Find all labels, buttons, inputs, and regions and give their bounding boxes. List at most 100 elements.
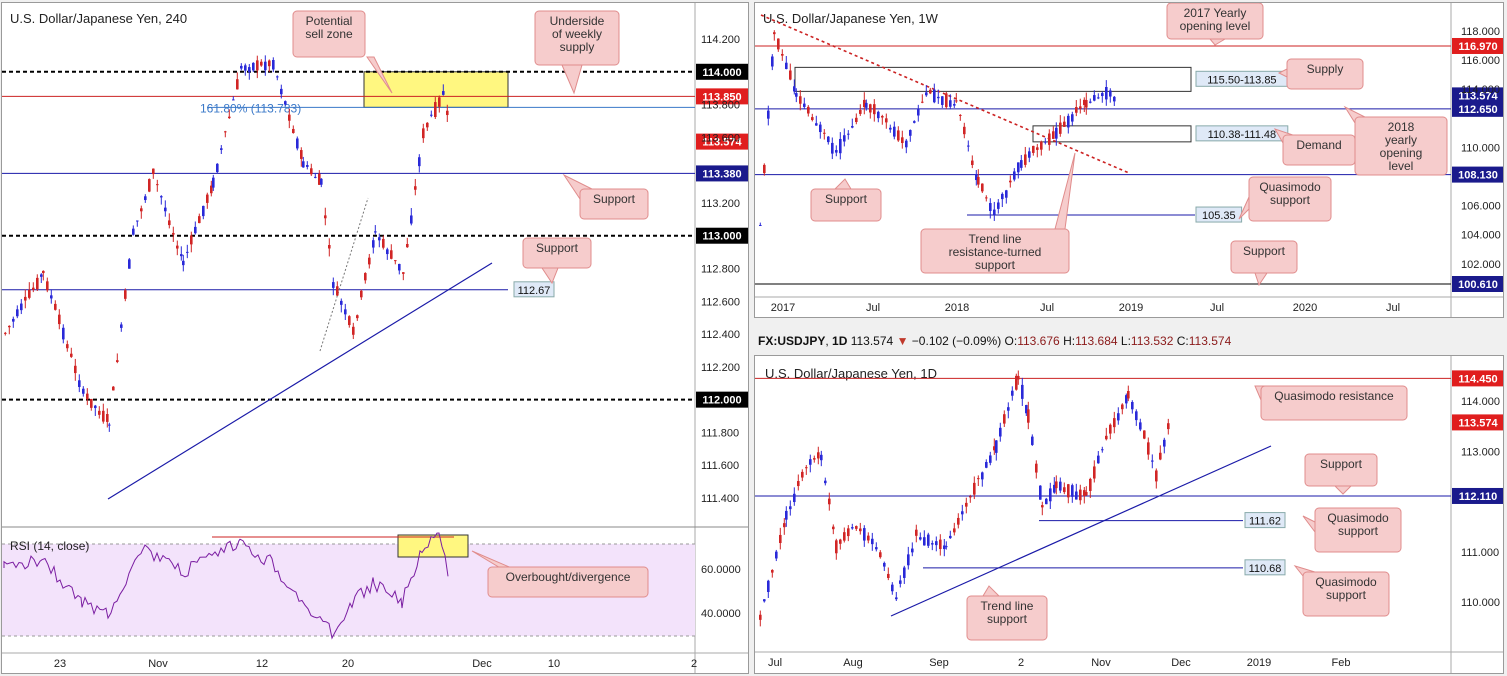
- h4-candle-body: [336, 286, 339, 296]
- rsi-tick-60: 60.0000: [701, 564, 741, 576]
- d-callout-qm-support-2-box: [1302, 571, 1390, 617]
- h4-candle-body: [86, 393, 89, 400]
- d-candle-body: [1075, 491, 1078, 500]
- d-tick-2: 111.000: [1461, 547, 1499, 559]
- daily-chart-panel[interactable]: U.S. Dollar/Japanese Yen, 1D 114.450 113.5…: [754, 355, 1504, 674]
- d-candle-body: [1113, 418, 1116, 428]
- d-callout-qm-support-text: support: [1338, 524, 1379, 538]
- d-candle-body: [999, 427, 1002, 437]
- h4-candle-body: [132, 228, 135, 235]
- h4-candle-body: [46, 281, 49, 291]
- open-label: O:: [1004, 334, 1018, 348]
- w-callout-2017-open-text: 2017 Yearly: [1184, 6, 1247, 20]
- h4-chart-svg[interactable]: U.S. Dollar/Japanese Yen, 240 114.000 113.…: [2, 3, 749, 674]
- w-callout-2017-open-tail: [1208, 38, 1227, 46]
- h4-candle-body: [32, 287, 35, 290]
- w-candle-body: [759, 224, 762, 226]
- weekly-chart-svg[interactable]: U.S. Dollar/Japanese Yen, 1W 116.970 113.5…: [755, 3, 1504, 318]
- h4-candle-body: [328, 245, 331, 249]
- w-candle-body: [777, 38, 780, 50]
- w-candle-body: [955, 100, 958, 102]
- w-callout-trendline-text: support: [975, 258, 1016, 272]
- high-value: 113.684: [1075, 334, 1118, 348]
- h4-chart-panel[interactable]: U.S. Dollar/Japanese Yen, 240 114.000 113.…: [1, 2, 749, 674]
- h4-title: U.S. Dollar/Japanese Yen, 240: [10, 11, 187, 26]
- w-callout-trendline-tail: [1054, 152, 1076, 230]
- h4-candle-body: [42, 270, 45, 274]
- d-candle-body: [1127, 390, 1130, 399]
- h4-level-0-badge-label: 114.000: [702, 67, 741, 79]
- w-zone-tag-1: 110.38-111.48: [1208, 129, 1277, 141]
- h4-candle-body: [398, 263, 401, 271]
- w-candle-body: [963, 126, 966, 135]
- h4-candle-body: [12, 318, 15, 322]
- h4-candle-body: [144, 196, 147, 201]
- w-candle-body: [859, 110, 862, 114]
- h4-candle-body: [382, 238, 385, 248]
- d-candle-body: [1093, 466, 1096, 479]
- daily-chart-svg[interactable]: U.S. Dollar/Japanese Yen, 1D 114.450 113.5…: [755, 356, 1504, 674]
- d-tick-0: 114.000: [1461, 396, 1500, 408]
- h4-candle-body: [74, 365, 77, 374]
- d-callout-trendline-support-text: support: [987, 612, 1028, 626]
- rsi-tick-40: 40.0000: [701, 608, 741, 620]
- h4-candle-body: [352, 326, 355, 335]
- w-level-4-badge-label: 100.610: [1458, 279, 1498, 291]
- d-candle-body: [919, 537, 922, 540]
- d-candle-body: [1079, 489, 1082, 501]
- h4-fib-label: 161.80% (113.783): [200, 101, 301, 115]
- h4-candle-body: [314, 176, 317, 178]
- w-candle-body: [1024, 154, 1027, 165]
- h4-tick-3: 113.200: [701, 198, 740, 210]
- d-candle-body: [899, 580, 902, 584]
- d-candle-body: [1089, 478, 1092, 491]
- d-callout-support-tail: [1333, 485, 1353, 495]
- w-candle-body: [823, 132, 826, 134]
- d-candle-body: [1007, 407, 1010, 411]
- w-candle-body: [1075, 106, 1078, 113]
- h4-callout-sell-zone-text: Potential: [306, 14, 353, 28]
- h4-candle-body: [206, 194, 209, 203]
- d-callout-support-box: [1304, 453, 1378, 487]
- w-callout-2018-open-text: opening: [1380, 146, 1423, 160]
- h4-level-0-badge: [696, 63, 748, 80]
- h4-candle-body: [220, 148, 223, 150]
- d-candle-body: [1003, 414, 1006, 424]
- h4-callout-weekly-supply-tail: [561, 64, 583, 95]
- h4-candle-body: [78, 380, 81, 387]
- w-candle-body: [831, 142, 834, 154]
- h4-candle-body: [364, 273, 367, 281]
- d-trend-line: [890, 445, 1272, 617]
- high-label: H:: [1063, 334, 1076, 348]
- d-callout-support-text: Support: [1320, 457, 1363, 471]
- d-candle-body: [793, 493, 796, 503]
- d-candle-body: [1041, 505, 1044, 508]
- w-candle-body: [1109, 90, 1112, 97]
- w-candle-body: [767, 110, 770, 119]
- weekly-chart-panel[interactable]: U.S. Dollar/Japanese Yen, 1W 116.970 113.5…: [754, 2, 1504, 318]
- w-candle-body: [855, 117, 858, 122]
- symbol-label: FX:USDJPY: [758, 334, 826, 348]
- d-level-tag-box: [1244, 559, 1286, 576]
- d-candle-body: [863, 528, 866, 541]
- w-candle-body: [909, 130, 912, 136]
- d-x-tick-0: Jul: [768, 657, 782, 669]
- d-candle-body: [771, 569, 774, 573]
- w-candle-body: [1036, 147, 1039, 150]
- d-candle-body: [828, 498, 831, 505]
- w-x-tick-1: Jul: [866, 302, 880, 314]
- w-callout-support-tail: [833, 178, 852, 190]
- d-candle-body: [1155, 470, 1158, 482]
- d-candle-body: [783, 523, 786, 528]
- h4-callout-sell-zone-box: [292, 10, 366, 58]
- w-candle-body: [851, 126, 854, 128]
- d-candle-body: [949, 535, 952, 539]
- w-candle-body: [1044, 141, 1047, 143]
- w-supply-zone: [794, 66, 1192, 92]
- d-candle-body: [935, 541, 938, 546]
- rsi-line: [3, 532, 449, 640]
- w-candle-body: [789, 70, 792, 80]
- d-candle-body: [1017, 375, 1020, 380]
- h4-level-3-badge-label: 113.380: [702, 168, 741, 180]
- h4-candle-body: [320, 178, 323, 185]
